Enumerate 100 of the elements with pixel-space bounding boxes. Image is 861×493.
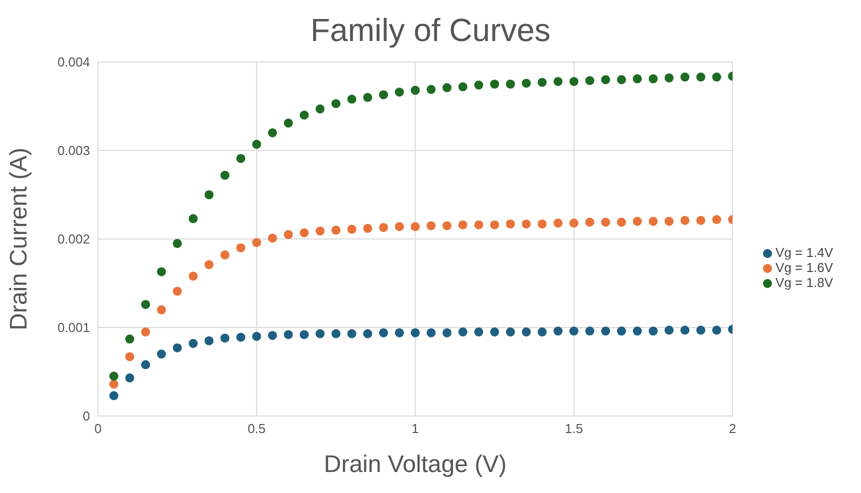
point (172, 286, 182, 296)
point (601, 75, 610, 84)
point (300, 228, 309, 238)
point (410, 328, 420, 338)
point (300, 330, 309, 340)
point (696, 216, 706, 225)
point (268, 128, 278, 138)
point (172, 238, 182, 248)
point (363, 92, 372, 102)
point (474, 220, 484, 230)
point (284, 330, 293, 340)
point (569, 76, 578, 86)
x-tick-label: 1.5 (564, 421, 583, 436)
point (109, 380, 118, 389)
point (585, 76, 594, 86)
point (156, 267, 166, 276)
point (554, 76, 563, 86)
point (632, 326, 642, 336)
point (538, 219, 547, 228)
point (188, 272, 198, 281)
point (490, 220, 500, 230)
point (648, 326, 658, 336)
point (680, 72, 690, 82)
point (284, 230, 293, 240)
point (712, 72, 722, 82)
point (347, 329, 356, 338)
chart-title: Family of Curves (309, 11, 552, 50)
point (156, 350, 166, 359)
x-tick-label: 1 (412, 421, 419, 436)
point (379, 328, 388, 338)
point (331, 99, 340, 108)
point (125, 334, 134, 344)
point (141, 300, 150, 309)
point (109, 391, 118, 400)
point (554, 218, 563, 228)
point (696, 72, 706, 82)
point (616, 75, 626, 84)
point (616, 218, 626, 227)
point (379, 222, 388, 232)
point (554, 326, 563, 336)
point (220, 334, 230, 343)
point (109, 372, 118, 381)
point (156, 305, 166, 314)
point (426, 221, 436, 230)
x-tick-label: 0.5 (248, 421, 266, 436)
point (680, 216, 690, 225)
point (522, 78, 531, 88)
point (458, 82, 468, 92)
point (363, 329, 372, 338)
point (569, 218, 578, 228)
point (172, 343, 182, 352)
point (426, 84, 436, 94)
point (680, 326, 690, 335)
point (522, 219, 531, 228)
y-axis-title: Drain Current (A) (6, 148, 33, 330)
y-tick-label: 0.004 (57, 54, 90, 70)
legend-label: Vg = 1.4V (776, 244, 833, 260)
point (601, 218, 610, 227)
point (648, 216, 658, 226)
point (236, 243, 246, 252)
point (458, 327, 468, 336)
point (490, 327, 500, 336)
point (316, 329, 325, 338)
point (664, 326, 674, 335)
point (569, 326, 578, 336)
legend-label: Vg = 1.8V (776, 274, 833, 290)
point (252, 140, 262, 149)
point (538, 78, 547, 87)
point (394, 328, 404, 338)
point (648, 74, 658, 84)
legend-label: Vg = 1.6V (776, 260, 833, 274)
point (712, 326, 722, 335)
point (442, 328, 452, 338)
point (506, 327, 515, 336)
point (188, 214, 198, 224)
point (347, 224, 356, 234)
point (331, 226, 340, 235)
point (204, 190, 214, 200)
point (712, 215, 722, 224)
point (379, 90, 388, 100)
point (585, 218, 594, 227)
point (426, 328, 436, 338)
point (236, 332, 246, 342)
x-axis-title: Drain Voltage (V) (324, 451, 507, 478)
point (410, 86, 420, 95)
point (506, 80, 515, 89)
point (252, 238, 262, 248)
point (442, 83, 452, 92)
point (125, 352, 134, 362)
point (632, 216, 642, 226)
point (252, 332, 262, 341)
point (347, 94, 356, 104)
point (394, 222, 404, 232)
point (442, 221, 452, 230)
point (458, 220, 468, 230)
point (474, 327, 484, 336)
point (410, 222, 420, 232)
point (522, 327, 531, 336)
point (363, 224, 372, 233)
x-tick-label: 0 (94, 421, 102, 436)
